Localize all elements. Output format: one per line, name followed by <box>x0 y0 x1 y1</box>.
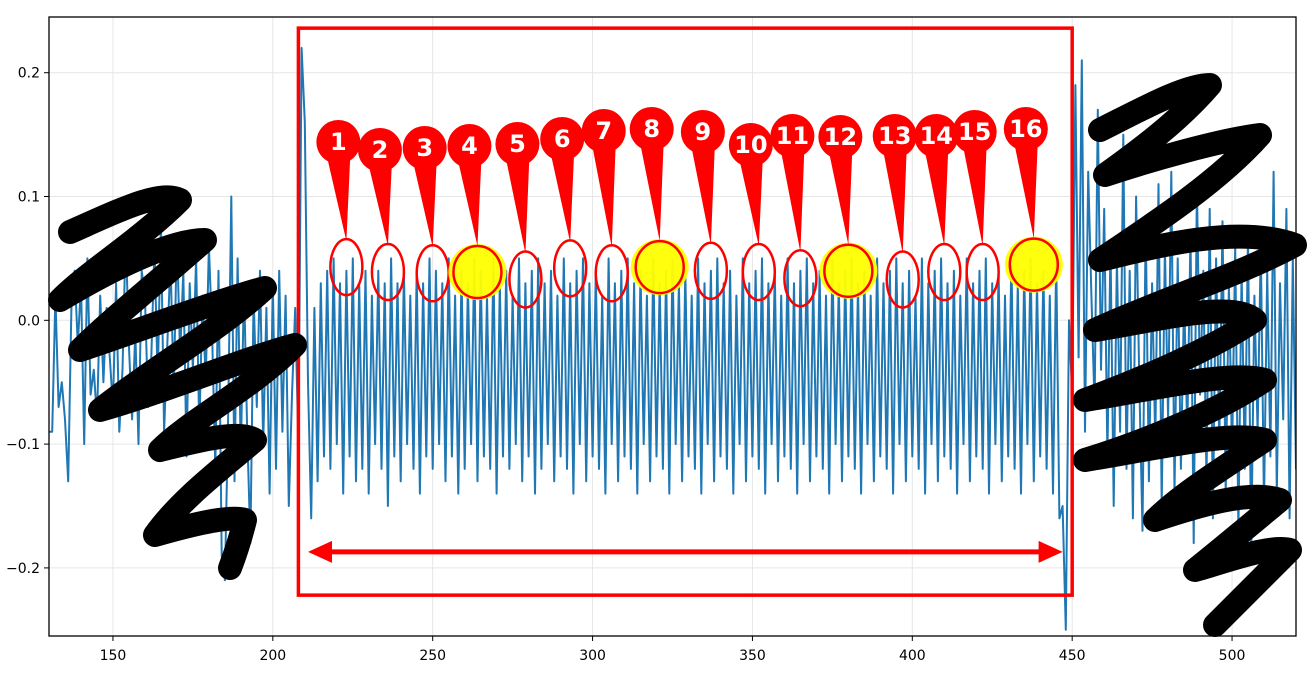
marker-pin-head <box>680 110 725 154</box>
y-tick-label: 0.0 <box>18 313 40 329</box>
x-tick-label: 400 <box>899 648 926 664</box>
y-tick-label: 0.1 <box>18 190 40 206</box>
marker-highlight <box>630 239 689 296</box>
marker-pin-head <box>357 128 402 172</box>
marker-pin-head <box>770 114 815 158</box>
marker-ellipse <box>452 244 503 300</box>
scribble-overlays <box>48 73 1307 637</box>
marker-highlight <box>1004 236 1063 293</box>
marker-label: 7 <box>595 117 612 145</box>
marker-pin-head <box>818 115 863 159</box>
marker-pin-tail <box>591 143 616 248</box>
marker-label: 10 <box>734 131 767 159</box>
marker-pin-head <box>402 126 447 170</box>
marker-label: 16 <box>1009 115 1042 143</box>
marker-pin-head <box>495 122 540 166</box>
marker-label: 3 <box>416 134 433 162</box>
marker-pin-head <box>581 109 626 153</box>
arrow-head-left <box>307 540 332 563</box>
marker-ellipse <box>823 243 874 299</box>
marker-pin-head <box>914 114 959 158</box>
marker-pin-tail <box>690 144 715 245</box>
x-tick-label: 500 <box>1219 648 1246 664</box>
marker-label: 5 <box>509 130 526 158</box>
marker-label: 6 <box>554 125 571 153</box>
marker-label: 8 <box>643 115 660 143</box>
annotation-box <box>296 26 1074 597</box>
x-tick-label: 300 <box>579 648 606 664</box>
marker-pin-tail <box>738 157 763 247</box>
marker-pin-tail <box>780 148 805 253</box>
marker-pin-tail <box>962 144 987 247</box>
scribble-right <box>1073 73 1307 637</box>
marker-label: 13 <box>878 122 911 150</box>
x-tick-label: 150 <box>100 648 127 664</box>
marker-highlight <box>819 242 878 299</box>
marker-label: 9 <box>695 118 712 146</box>
marker-pin-tail <box>639 141 664 242</box>
marker-pin-tail <box>326 154 351 242</box>
marker-pin-tail <box>550 151 575 243</box>
x-tick-label: 200 <box>259 648 286 664</box>
marker-label: 11 <box>776 122 809 150</box>
marker-pin-head <box>728 123 773 167</box>
marker-pin-tail <box>924 148 949 247</box>
marker-pin-head <box>952 110 997 154</box>
marker-label: 2 <box>372 136 389 164</box>
marker-pin-head <box>447 124 492 168</box>
x-tick-label: 350 <box>739 648 766 664</box>
axis-ticks: 150 200 250 300 350 400 450 500 −0.2 −0.1 0.0 0.1 0.… <box>6 66 1245 664</box>
marker-pin-tail <box>505 156 530 254</box>
scribble-left <box>48 185 307 580</box>
marker-pin-head <box>316 120 361 164</box>
x-tick-label: 250 <box>419 648 446 664</box>
marker-label: 14 <box>920 122 953 150</box>
marker-label: 12 <box>824 123 857 151</box>
annotations: 1 2 3 4 5 6 7 8 9 10 11 12 13 14 15 16 <box>296 26 1074 597</box>
arrow-head-right <box>1038 540 1063 563</box>
marker-pin-tail <box>1013 141 1038 239</box>
plot-frame <box>48 16 1297 637</box>
marker-pin-head <box>1003 107 1048 151</box>
marker-label: 15 <box>958 118 991 146</box>
marker-label: 4 <box>461 132 478 160</box>
marker-highlight <box>448 244 507 301</box>
marker-pin-tail <box>412 160 437 248</box>
y-tick-label: −0.1 <box>6 437 40 453</box>
marker-pin-tail <box>828 149 853 245</box>
y-tick-label: 0.2 <box>18 66 40 82</box>
y-tick-label: −0.2 <box>6 561 40 577</box>
x-tick-label: 450 <box>1059 648 1086 664</box>
marker-pin-head <box>872 114 917 158</box>
marker-pin-head <box>629 107 674 151</box>
marker-label: 1 <box>330 128 347 156</box>
marker-pin-tail <box>882 148 907 254</box>
marker-pin-tail <box>457 158 482 247</box>
marker-pin-head <box>540 117 585 161</box>
marker-pin-tail <box>367 162 392 247</box>
